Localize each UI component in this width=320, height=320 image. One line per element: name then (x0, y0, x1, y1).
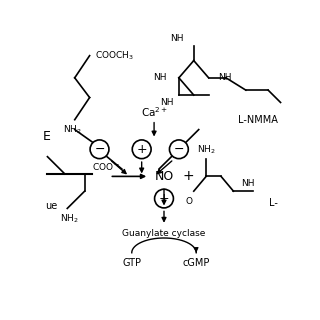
Text: −: − (94, 143, 105, 156)
Text: L-NMMA: L-NMMA (238, 115, 278, 125)
Text: COOCH$_3$: COOCH$_3$ (95, 49, 134, 62)
Text: NH$_2$: NH$_2$ (60, 212, 79, 225)
Text: +: + (136, 143, 147, 156)
Text: COO$^-$: COO$^-$ (92, 161, 120, 172)
Text: NH: NH (170, 34, 184, 43)
Text: NH: NH (160, 98, 174, 107)
Text: ue: ue (45, 201, 57, 211)
Text: NH: NH (241, 179, 254, 188)
Text: +: + (159, 192, 169, 205)
Text: −: − (174, 143, 184, 156)
Text: Ca$^{2+}$: Ca$^{2+}$ (140, 105, 168, 119)
Text: NH$_2$: NH$_2$ (197, 143, 215, 156)
Text: E: E (43, 131, 50, 143)
Text: GTP: GTP (122, 258, 141, 268)
Text: NO: NO (154, 170, 174, 183)
Text: cGMP: cGMP (182, 258, 210, 268)
Text: Guanylate cyclase: Guanylate cyclase (122, 228, 206, 237)
Text: O: O (185, 196, 192, 205)
Text: NH: NH (153, 73, 166, 82)
Text: NH$_2$: NH$_2$ (63, 123, 82, 136)
Text: NH: NH (219, 73, 232, 82)
Text: L-: L- (269, 198, 278, 209)
Text: +: + (183, 169, 195, 183)
